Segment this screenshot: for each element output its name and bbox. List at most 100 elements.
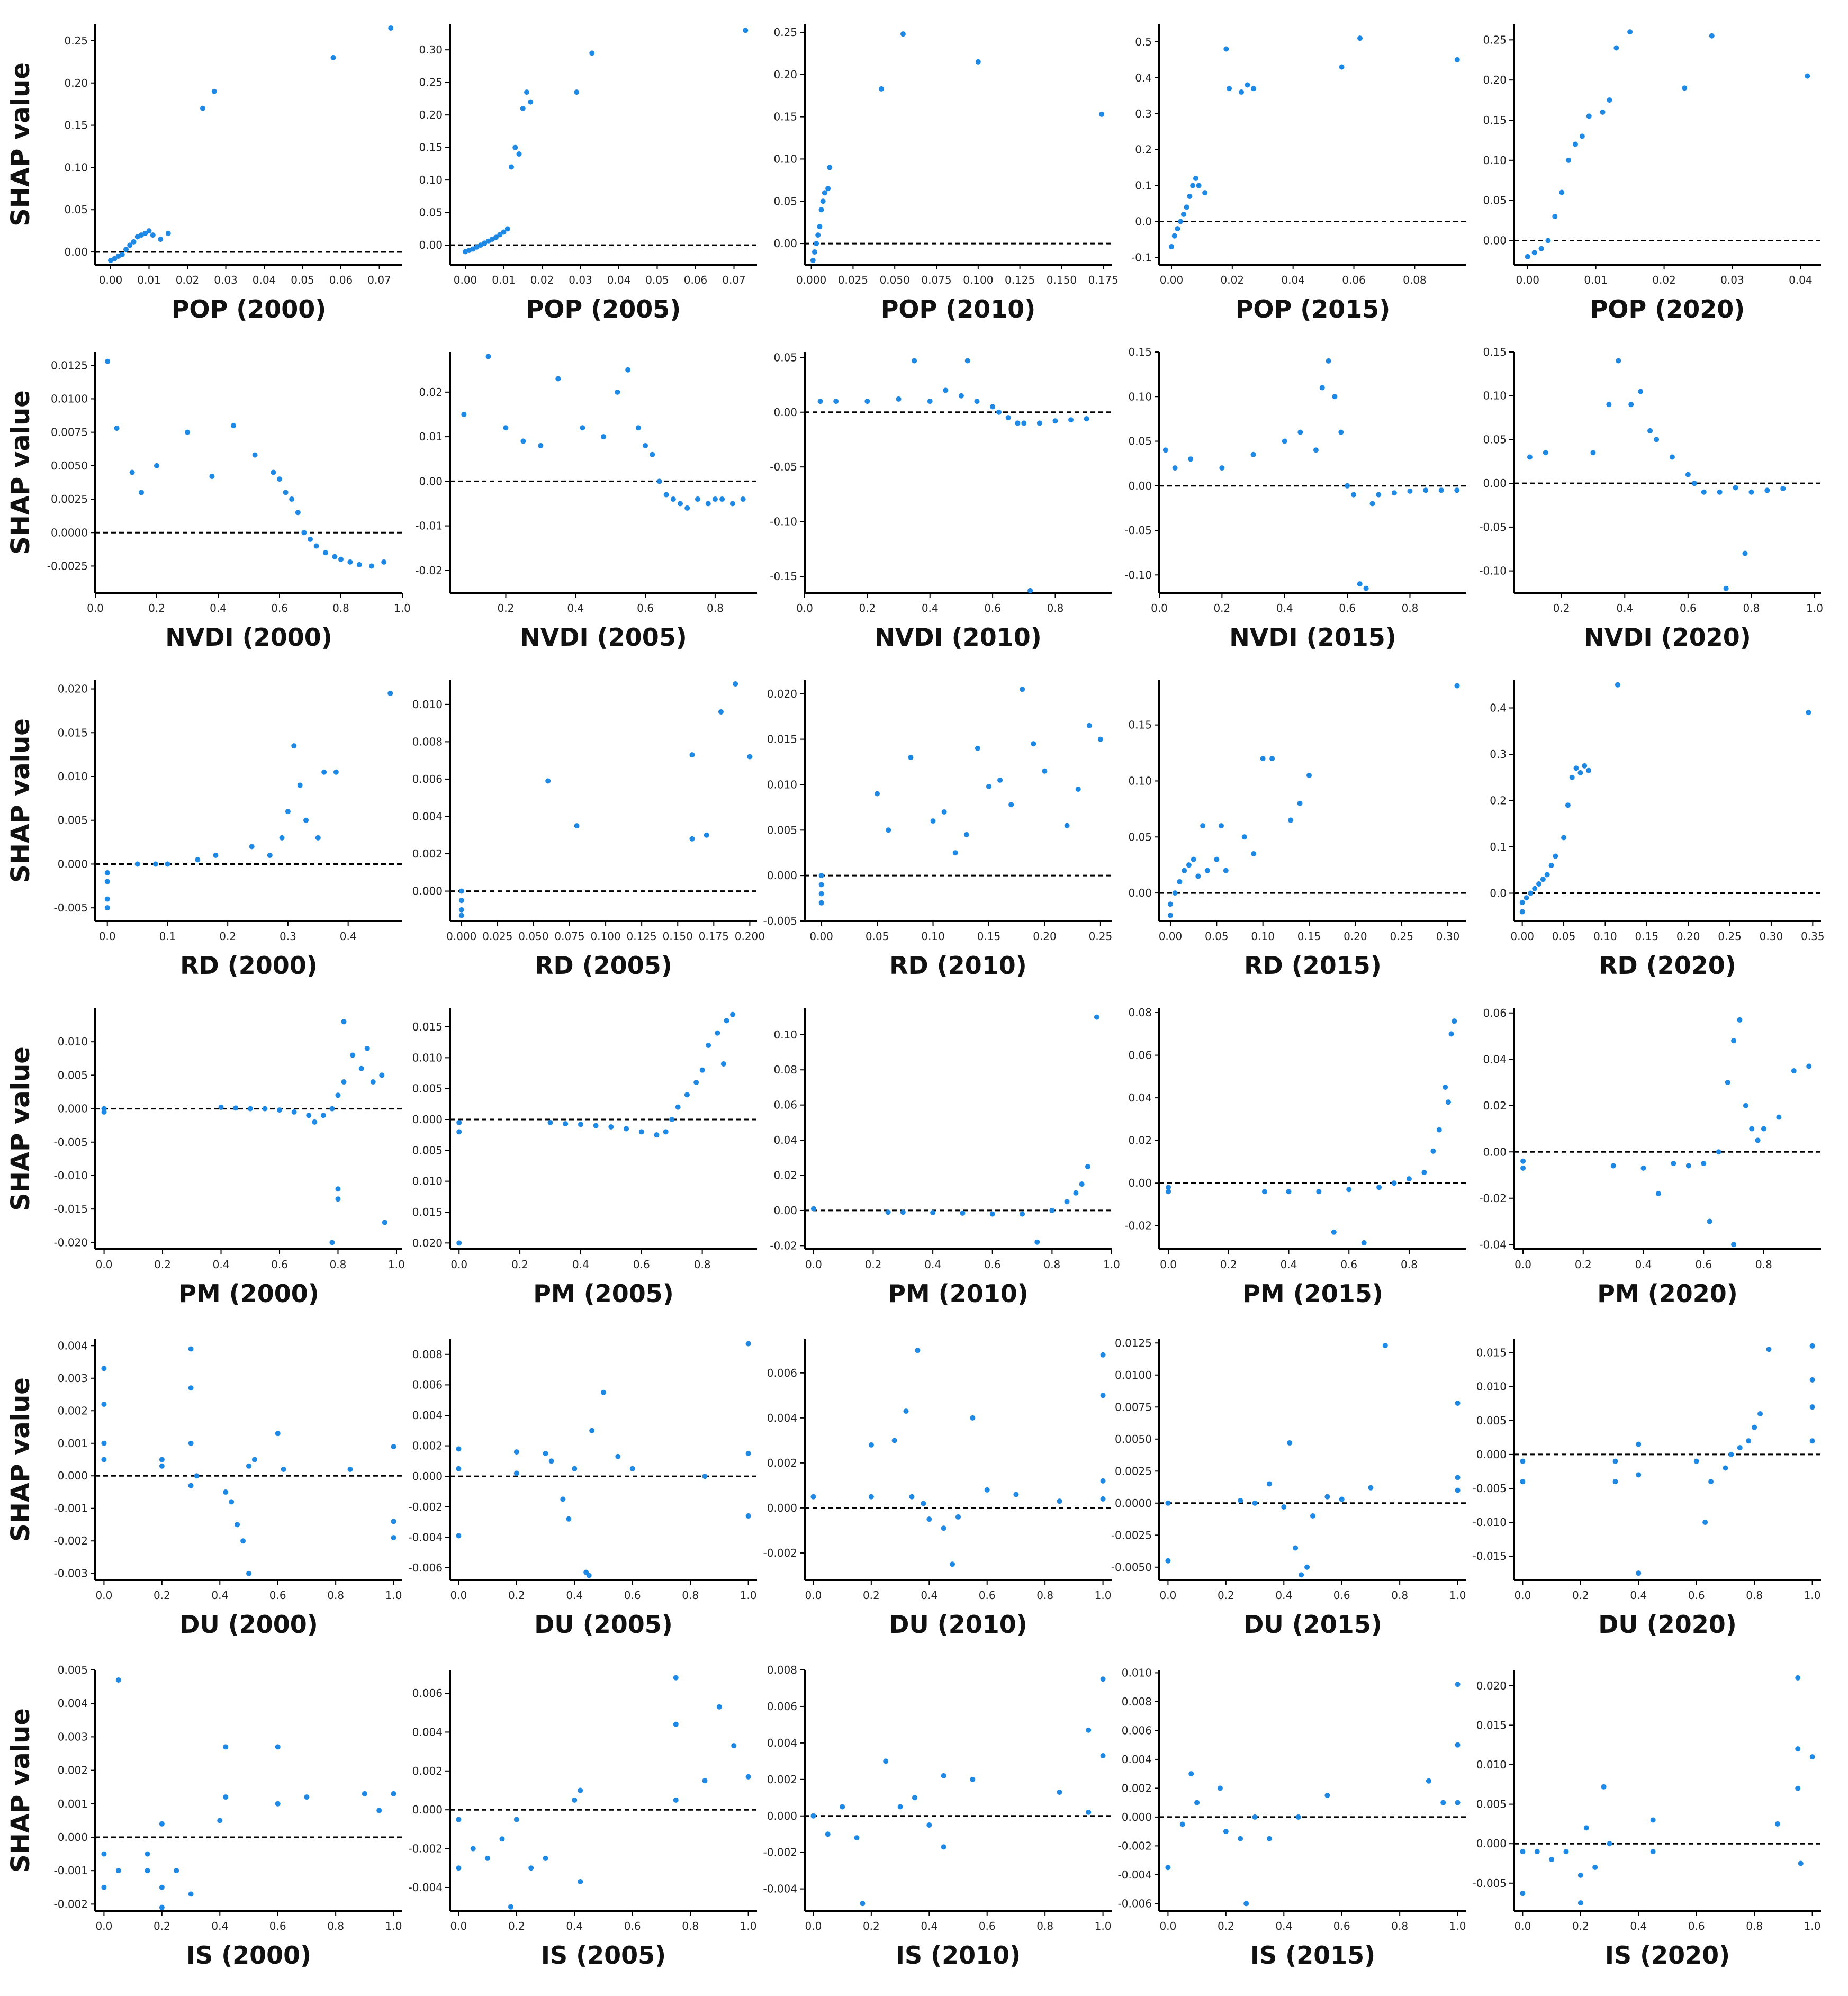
scatter-point: [814, 241, 819, 247]
scatter-point: [1573, 141, 1578, 147]
scatter-point: [1520, 1158, 1526, 1164]
y-tick-label: 0.010: [412, 1175, 443, 1188]
scatter-point: [217, 1818, 223, 1823]
y-tick-label: 0.004: [412, 1726, 443, 1738]
panel-pop-2010: 0.000 0.025 0.050 0.075 0.100 0.125 0.150 0.175…: [773, 24, 1119, 323]
scatter-point: [1538, 246, 1544, 251]
y-tick-label: 0.003: [58, 1372, 88, 1385]
scatter-point: [578, 1878, 583, 1884]
scatter-point: [1057, 1789, 1062, 1795]
x-tick-label: 0.04: [607, 274, 631, 286]
x-tick-label: 0.6: [984, 602, 1001, 615]
scatter-point: [974, 399, 980, 404]
scatter-point: [456, 1466, 462, 1471]
y-tick-label: 0.015: [1476, 1347, 1507, 1359]
scatter-point: [1306, 772, 1312, 778]
scatter-point: [1436, 1127, 1442, 1133]
x-tick-label: 0.4: [572, 1258, 589, 1271]
scatter-point: [625, 367, 631, 373]
y-tick-label: 0.00: [773, 237, 797, 250]
scatter-point: [1031, 741, 1036, 747]
y-tick-label: 0.02: [773, 1169, 797, 1182]
scatter-point: [123, 247, 129, 252]
scatter-point: [1806, 710, 1811, 716]
scatter-point: [812, 249, 817, 255]
scatter-point: [705, 501, 711, 507]
scatter-point: [335, 1196, 341, 1202]
scatter-point: [335, 1092, 341, 1098]
scatter-point: [580, 425, 585, 431]
x-tick-label: 1.0: [1103, 1258, 1120, 1271]
scatter-point: [249, 844, 255, 850]
scatter-point: [188, 1891, 194, 1897]
x-tick-label: 0.2: [1218, 1589, 1234, 1602]
scatter-point: [1731, 1038, 1737, 1044]
scatter-point: [915, 1348, 921, 1353]
scatter-point: [1682, 85, 1688, 91]
scatter-point: [1167, 913, 1173, 918]
scatter-point: [897, 1804, 903, 1810]
x-tick-label: 0.8: [1743, 602, 1760, 615]
x-tick-label: 0.6: [1340, 1258, 1357, 1271]
x-tick-label: 0.0: [96, 1920, 113, 1932]
y-tick-label: 0.01: [419, 430, 443, 443]
y-tick-label: 0.000: [58, 857, 88, 870]
scatter-point: [1345, 483, 1350, 489]
scatter-point: [520, 105, 526, 111]
scatter-point: [689, 836, 695, 842]
y-tick-label: 0.20: [1483, 74, 1507, 86]
scatter-point: [262, 1106, 268, 1112]
y-tick-label: 0.015: [1476, 1719, 1507, 1731]
x-tick-label: 0.01: [492, 274, 516, 286]
y-tick-label: -0.005: [763, 915, 797, 927]
y-tick-label: 0.008: [1122, 1695, 1152, 1708]
scatter-point: [1339, 64, 1345, 70]
scatter-point: [194, 1473, 200, 1479]
x-tick-label: 0.05: [866, 930, 889, 943]
scatter-point: [1430, 1148, 1436, 1154]
scatter-point: [1357, 581, 1363, 587]
scatter-point: [1287, 1440, 1293, 1446]
scatter-point: [825, 186, 831, 192]
panel-pm-2000: 0.0 0.2 0.4 0.6 0.8 1.0 -0.020 -0.015 -0.010 -0.0…: [6, 1008, 405, 1308]
scatter-point: [1519, 909, 1525, 915]
scatter-point: [1094, 1014, 1099, 1020]
x-tick-label: 0.6: [271, 602, 288, 615]
scatter-point: [458, 898, 464, 904]
x-tick-label: 0.0: [96, 1589, 113, 1602]
panel-du-2015: 0.0 0.2 0.4 0.6 0.8 1.0 -0.0050 -0.0025 0.0000 0.…: [1111, 1336, 1466, 1639]
scatter-point: [247, 1106, 253, 1112]
scatter-point: [1168, 244, 1174, 250]
scatter-point: [912, 358, 917, 364]
scatter-point: [1583, 1825, 1589, 1831]
x-tick-label: 0.15: [977, 930, 1001, 943]
scatter-point: [1809, 1754, 1815, 1760]
x-tick-label: 0.2: [154, 1589, 170, 1602]
scatter-point: [1099, 111, 1105, 117]
y-tick-label: 0.0000: [1115, 1497, 1152, 1510]
y-tick-label: 0.006: [412, 1378, 443, 1391]
y-tick-label: 0.2: [1135, 143, 1152, 156]
scatter-point: [458, 913, 464, 918]
scatter-point: [1297, 429, 1303, 435]
x-tick-label: 0.10: [1251, 930, 1275, 943]
y-tick-label: 0.02: [419, 386, 443, 399]
y-tick-label: 0.25: [1483, 33, 1507, 46]
scatter-point: [883, 1758, 889, 1764]
scatter-point: [1299, 1572, 1304, 1578]
scatter-point: [240, 1538, 246, 1544]
x-tick-label: 0.125: [627, 930, 657, 943]
scatter-point: [1553, 853, 1558, 859]
scatter-point: [1376, 492, 1382, 498]
x-tick-label: 0.175: [699, 930, 729, 943]
y-axis-label: SHAP value: [6, 1046, 35, 1211]
y-tick-label: -0.10: [1479, 565, 1507, 577]
scatter-point: [818, 873, 824, 879]
scatter-point: [246, 1570, 251, 1576]
y-tick-label: 0.05: [64, 203, 88, 216]
panel-du-2010: 0.0 0.2 0.4 0.6 0.8 1.0 -0.002 0.000 0.002 0.004 0…: [763, 1339, 1112, 1639]
panel-pop-2020: 0.00 0.01 0.02 0.03 0.04 0.00 0.05 0.10 0.15 0.20…: [1483, 24, 1821, 323]
scatter-point: [555, 376, 561, 382]
y-tick-label: 0.000: [58, 1831, 88, 1844]
